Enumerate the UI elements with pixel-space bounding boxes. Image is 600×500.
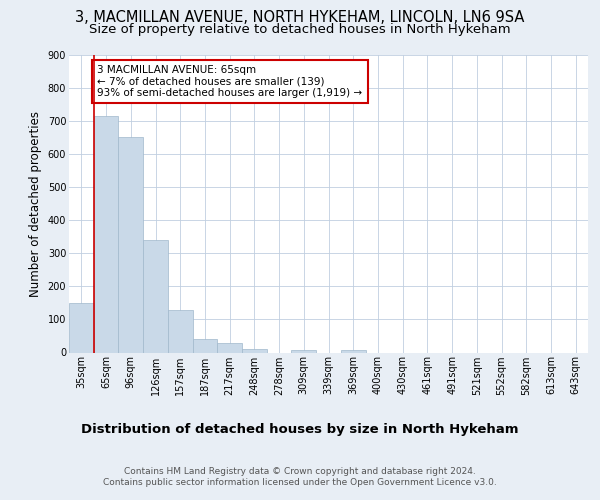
Bar (69, 303, 94, 352)
Text: 3 MACMILLAN AVENUE: 65sqm
← 7% of detached houses are smaller (139)
93% of semi-: 3 MACMILLAN AVENUE: 65sqm ← 7% of detach… (97, 65, 362, 98)
Y-axis label: Number of detached properties: Number of detached properties (29, 111, 42, 296)
Bar (193, 338, 217, 352)
Bar (242, 349, 267, 352)
Bar (217, 343, 242, 352)
Text: 3, MACMILLAN AVENUE, NORTH HYKEHAM, LINCOLN, LN6 9SA: 3, MACMILLAN AVENUE, NORTH HYKEHAM, LINC… (76, 10, 524, 25)
Bar (94, 116, 118, 352)
Text: Distribution of detached houses by size in North Hykeham: Distribution of detached houses by size … (81, 422, 519, 436)
Text: Size of property relative to detached houses in North Hykeham: Size of property relative to detached ho… (89, 22, 511, 36)
Bar (143, 240, 168, 352)
Bar (341, 350, 365, 352)
Text: Contains HM Land Registry data © Crown copyright and database right 2024.
Contai: Contains HM Land Registry data © Crown c… (103, 468, 497, 487)
Bar (118, 137, 143, 352)
Bar (168, 310, 193, 352)
Bar (292, 350, 316, 352)
